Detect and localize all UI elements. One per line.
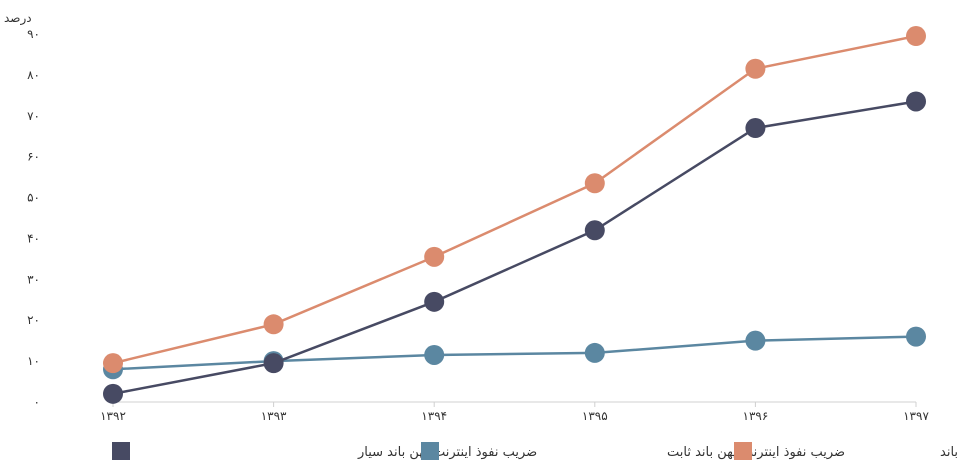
y-axis-label: درصد bbox=[4, 11, 32, 26]
legend-swatch bbox=[421, 442, 439, 460]
series-line bbox=[112, 335, 917, 371]
series-group bbox=[103, 26, 926, 404]
legend-item: ضریب نفوذ اینترنت پهن باند ثابت bbox=[421, 442, 845, 460]
x-tick-label: ۱۳۹۷ bbox=[903, 409, 929, 423]
y-tick-label: ۳۰ bbox=[27, 272, 40, 286]
legend-swatch bbox=[734, 442, 752, 460]
y-tick-label: ۹۰ bbox=[27, 27, 40, 41]
data-point bbox=[745, 58, 766, 79]
series-2 bbox=[103, 26, 926, 374]
y-tick-label: ۰ bbox=[34, 395, 40, 409]
data-point bbox=[263, 314, 284, 335]
series-line bbox=[112, 100, 917, 396]
x-tick-label: ۱۳۹۶ bbox=[743, 409, 769, 423]
data-point bbox=[584, 220, 605, 241]
data-point bbox=[906, 26, 926, 47]
y-tick-label: ۲۰ bbox=[27, 313, 40, 327]
x-tick-label: ۱۳۹۴ bbox=[421, 409, 447, 423]
legend: ضریب نفوذ اینترنت پهن باند سیار ضریب نفوذ… bbox=[112, 442, 961, 460]
legend-swatch bbox=[112, 442, 130, 460]
x-tick-label: ۱۳۹۲ bbox=[100, 409, 126, 423]
data-point bbox=[263, 353, 284, 374]
data-point bbox=[745, 330, 766, 351]
y-tick-label: ۶۰ bbox=[27, 150, 40, 164]
x-tick-label: ۱۳۹۵ bbox=[582, 409, 608, 423]
data-point bbox=[424, 291, 445, 312]
data-point bbox=[584, 173, 605, 194]
y-tick-label: ۸۰ bbox=[27, 68, 40, 82]
data-point bbox=[906, 91, 926, 112]
series-line bbox=[112, 34, 917, 365]
series-0 bbox=[103, 91, 926, 404]
legend-item: ضریب نفوذ اینترنت پهن باند سیار bbox=[112, 442, 537, 460]
legend-label: ضریب نفوذ اینترنت پهن باند bbox=[940, 445, 961, 460]
data-point bbox=[584, 342, 605, 363]
legend-label: ضریب نفوذ اینترنت پهن باند ثابت bbox=[667, 445, 845, 460]
data-point bbox=[424, 344, 445, 365]
y-tick-label: ۱۰ bbox=[27, 354, 40, 368]
y-tick-label: ۴۰ bbox=[27, 231, 40, 245]
data-point bbox=[103, 353, 123, 374]
data-point bbox=[424, 246, 445, 267]
x-tick-label: ۱۳۹۳ bbox=[261, 409, 287, 423]
legend-label: ضریب نفوذ اینترنت پهن باند سیار bbox=[357, 445, 537, 460]
y-tick-label: ۷۰ bbox=[27, 109, 40, 123]
data-point bbox=[906, 326, 926, 347]
data-point bbox=[745, 118, 766, 139]
y-tick-label: ۵۰ bbox=[27, 191, 40, 205]
data-point bbox=[103, 383, 123, 404]
y-axis-ticks: ۰ ۱۰ ۲۰ ۳۰ ۴۰ ۵۰ ۶۰ ۷۰ ۸۰ ۹۰ bbox=[27, 27, 40, 409]
x-axis-ticks: ۱۳۹۲ ۱۳۹۳ ۱۳۹۴ ۱۳۹۵ ۱۳۹۶ ۱۳۹۷ bbox=[100, 402, 929, 423]
legend-item: ضریب نفوذ اینترنت پهن باند bbox=[734, 442, 961, 460]
